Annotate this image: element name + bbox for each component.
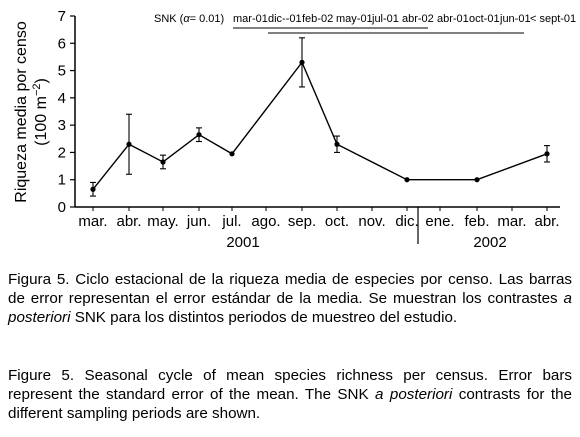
data-point	[544, 151, 550, 157]
x-tick-label: abr.	[116, 213, 141, 230]
y-tick-label: 6	[58, 35, 66, 52]
x-tick-labels: mar. abr. may. jun. jul. ago. sep. oct. nov. dic.…	[78, 207, 560, 230]
x-tick-label: may.	[147, 213, 178, 230]
data-point	[90, 186, 96, 192]
series-line	[92, 61, 548, 190]
snk-label: SNK (α= 0.01)	[154, 13, 224, 25]
data-point	[299, 59, 305, 65]
snk-period: jul-01	[371, 13, 399, 25]
snk-period: mar-01	[233, 13, 268, 25]
snk-period: may-01	[336, 13, 373, 25]
snk-period: dic--01	[268, 13, 302, 25]
year-label-2002: 2002	[473, 234, 506, 251]
data-point	[334, 141, 340, 147]
x-tick-label: oct.	[325, 213, 349, 230]
snk-period: < sept-01	[530, 13, 576, 25]
data-point	[474, 177, 480, 183]
y-tick-label: 2	[58, 144, 66, 161]
y-ticks: 0 1 2 3 4 5 6 7	[58, 8, 75, 216]
data-point	[196, 132, 202, 138]
caption-en-lead: Figure 5.	[8, 367, 75, 384]
x-tick-label: jun.	[186, 213, 211, 230]
y-tick-label: 0	[58, 199, 66, 216]
year-label-2001: 2001	[226, 234, 259, 251]
snk-period: feb-02	[302, 13, 333, 25]
caption-es-text-end: SNK para los distintos periodos de muest…	[70, 309, 458, 326]
caption-es-text: Ciclo estacional de la riqueza media de …	[8, 271, 572, 307]
x-tick-label: abr.	[534, 213, 559, 230]
x-tick-label: mar.	[78, 213, 107, 230]
snk-period: abr-02	[402, 13, 434, 25]
x-tick-label: nov.	[358, 213, 385, 230]
y-tick-label: 7	[58, 8, 66, 25]
y-tick-label: 4	[58, 90, 66, 107]
x-tick-label: mar.	[497, 213, 526, 230]
seasonal-richness-chart: Riqueza media por censo (100 m−2) 0 1 2 3 4 5…	[13, 8, 576, 251]
y-tick-label: 5	[58, 63, 66, 80]
snk-period: jun-01	[499, 13, 531, 25]
y-axis-title: Riqueza media por censo	[13, 21, 30, 203]
y-tick-label: 3	[58, 117, 66, 134]
caption-english: Figure 5. Seasonal cycle of mean species…	[8, 366, 572, 423]
data-point	[160, 159, 166, 165]
caption-en-text-end: contrasts for the different sampling per…	[8, 386, 572, 422]
snk-period: oct-01	[469, 13, 500, 25]
data-point	[404, 177, 410, 183]
richness-series	[90, 37, 550, 197]
caption-es-italic: a posteriori	[8, 290, 572, 326]
y-axis-unit: (100 m−2)	[31, 78, 50, 146]
data-point	[229, 151, 235, 157]
snk-periods: mar-01 dic--01 feb-02 may-01 jul-01 abr-02 abr…	[233, 13, 576, 25]
caption-es-lead: Figura 5.	[8, 271, 70, 288]
data-point	[126, 141, 132, 147]
caption-en-text: Seasonal cycle of mean species richness …	[8, 367, 573, 403]
x-tick-label: dic.	[395, 213, 418, 230]
x-tick-label: ene.	[425, 213, 454, 230]
x-tick-label: feb.	[464, 213, 489, 230]
caption-en-italic: a posteriori	[375, 386, 453, 403]
y-tick-label: 1	[58, 172, 66, 189]
snk-period: abr-01	[437, 13, 469, 25]
x-tick-label: sep.	[288, 213, 316, 230]
caption-spanish: Figura 5. Ciclo estacional de la riqueza…	[8, 270, 572, 327]
x-tick-label: ago.	[251, 213, 280, 230]
x-tick-label: jul.	[221, 213, 241, 230]
